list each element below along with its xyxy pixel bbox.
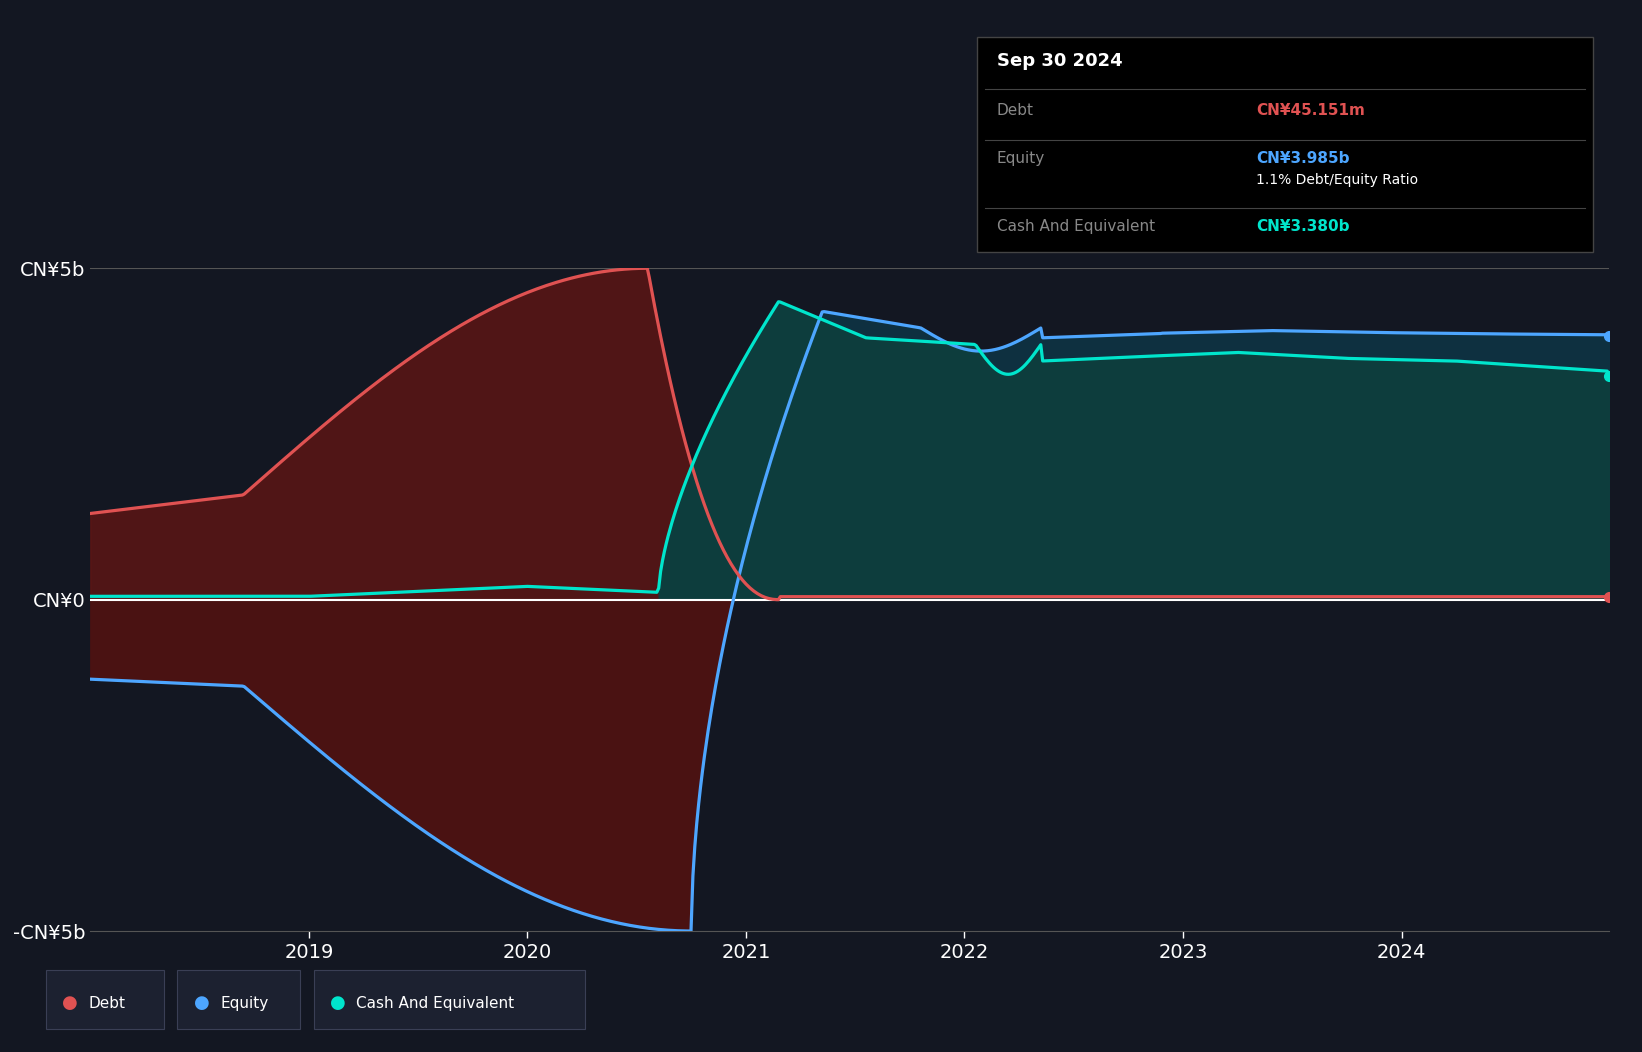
Text: ●: ●	[62, 994, 79, 1012]
Text: Debt: Debt	[997, 103, 1034, 118]
Text: ●: ●	[194, 994, 210, 1012]
Text: Equity: Equity	[997, 151, 1044, 166]
Text: ●: ●	[330, 994, 346, 1012]
Text: Cash And Equivalent: Cash And Equivalent	[356, 996, 514, 1011]
Text: Cash And Equivalent: Cash And Equivalent	[997, 220, 1154, 235]
Text: CN¥3.985b: CN¥3.985b	[1256, 151, 1350, 166]
Text: Sep 30 2024: Sep 30 2024	[997, 53, 1123, 70]
Text: Equity: Equity	[220, 996, 268, 1011]
Text: CN¥45.151m: CN¥45.151m	[1256, 103, 1365, 118]
Text: CN¥3.380b: CN¥3.380b	[1256, 220, 1350, 235]
Text: 1.1% Debt/Equity Ratio: 1.1% Debt/Equity Ratio	[1256, 174, 1419, 187]
Text: Debt: Debt	[89, 996, 126, 1011]
